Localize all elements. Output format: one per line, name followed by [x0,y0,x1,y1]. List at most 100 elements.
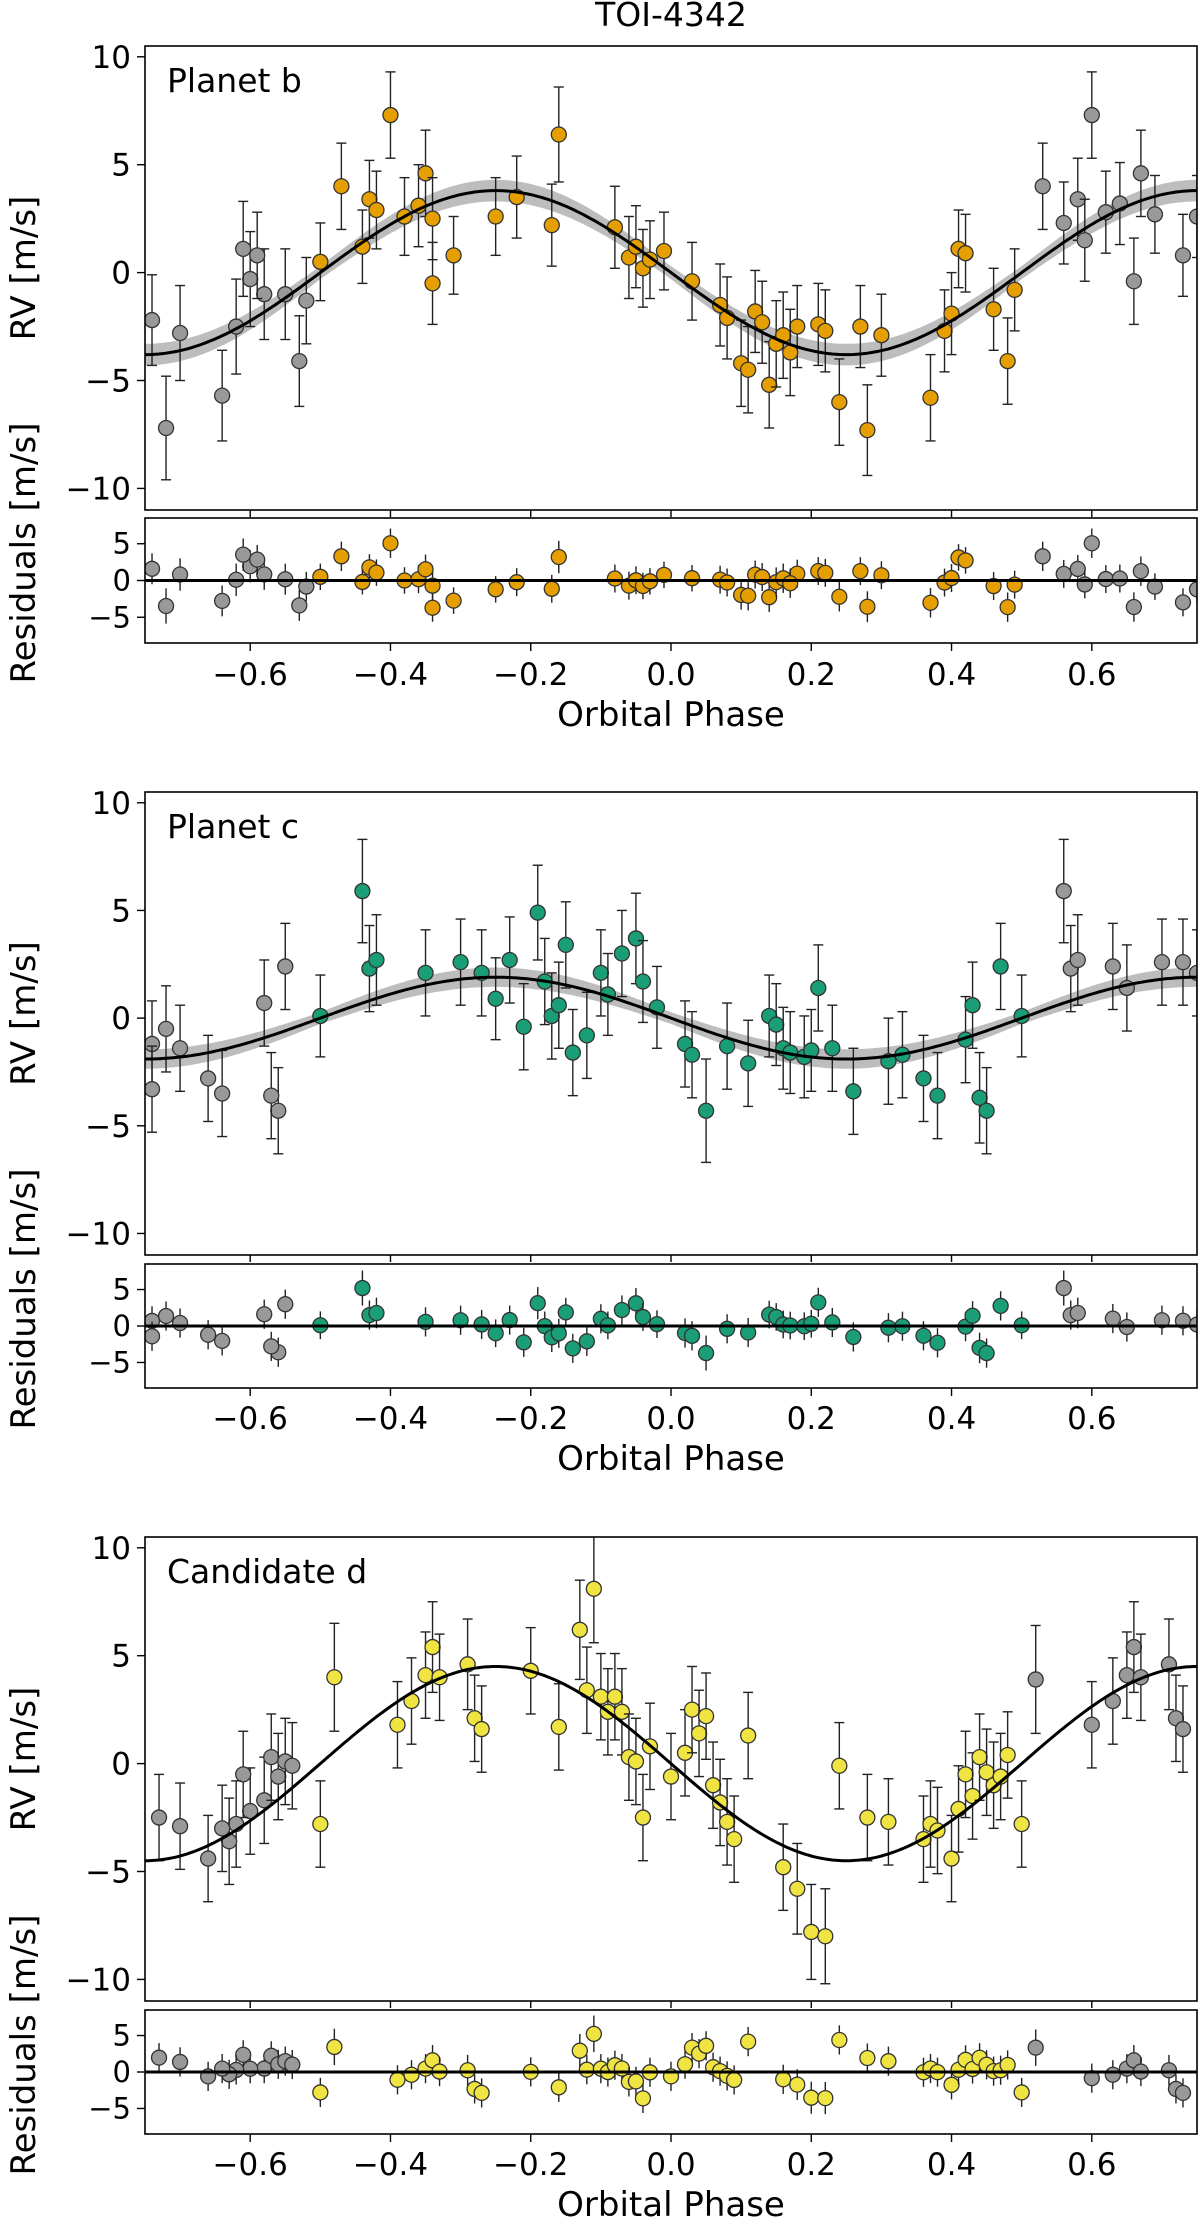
rv-point [697,1102,715,1119]
residual-point [1069,560,1086,578]
residual-point [291,597,308,614]
rv-point [1132,165,1150,182]
residual-point [284,2056,301,2073]
residual-point [964,1307,981,1324]
residual-point [213,592,231,610]
residual-point [333,548,350,565]
rv-point [1006,281,1023,299]
residual-point [389,2071,406,2088]
rv-point [859,1809,876,1826]
residual-point [929,1334,946,1351]
rv-point [1027,1671,1044,1688]
residual-point [578,1333,595,1350]
residual-point [852,563,869,580]
rv-point [831,1757,848,1774]
rv-point [817,322,834,340]
residual-point [1104,1310,1121,1327]
rv-point [627,930,645,947]
rv-point [929,1087,946,1104]
model-curve [145,1665,1197,1863]
residual-point [817,2089,834,2107]
rv-point [157,419,175,437]
residual-point [256,1306,273,1323]
residual-point [487,1325,504,1342]
rv-point [417,964,434,982]
residual-point [831,2031,848,2049]
rv-point [424,210,441,227]
rv-point [277,958,294,975]
rv-point [873,327,890,344]
residual-point [354,1279,371,1297]
residual-point [775,2071,792,2088]
residual-point [1104,2066,1121,2083]
x-tick-label: 0.4 [927,2147,976,2183]
residual-point [943,569,960,587]
residual-point [1083,535,1100,552]
x-tick-label: −0.4 [353,2147,428,2183]
residual-point [150,2049,168,2066]
rv-point [880,1813,897,1831]
rv-point [263,1748,280,1766]
rv-point [1069,951,1086,969]
rv-point [571,1621,588,1638]
rv-point [1146,206,1164,223]
residual-point [578,2061,595,2078]
rv-point [256,994,273,1012]
y-tick-label: −10 [66,471,131,507]
residual-point [978,1344,995,1362]
residual-point [1174,594,1192,611]
residual-point [817,564,834,582]
rv-points [150,1537,1192,1985]
y-tick-label: 0 [111,1747,131,1783]
y-tick-label: −5 [85,1109,131,1145]
rv-point [999,1746,1016,1764]
rv-point [150,1809,168,1826]
residual-point [992,1297,1009,1315]
residual-point [235,546,252,563]
residual-y-tick-label: −5 [88,600,131,634]
y-tick-label: 0 [111,256,131,292]
rv-point [501,951,518,969]
rv-point [1153,953,1171,971]
rv-point [312,1815,329,1833]
residual-point [718,1320,736,1337]
residual-point [606,570,624,587]
rv-point [739,1055,757,1072]
rv-point [326,1669,343,1686]
residual-points [145,528,1197,624]
residual-point [312,2084,329,2101]
residual-y-tick-label: 0 [113,1309,131,1343]
residual-point [999,598,1016,616]
rv-point [718,1813,736,1831]
rv-point [613,1703,631,1720]
x-tick-label: 0.0 [646,657,695,693]
rv-point [655,242,673,260]
rv-point [725,1830,743,1848]
x-tick-label: −0.4 [353,1401,428,1437]
rv-point [145,311,161,329]
rv-point [606,1688,624,1705]
x-tick-label: 0.4 [927,657,976,693]
rv-point [662,1768,680,1785]
rv-point [417,1666,434,1684]
residual-point [697,2037,715,2054]
x-axis-title: Orbital Phase [557,2185,785,2225]
residual-point [557,1304,574,1321]
residual-point [683,570,701,587]
residual-point [627,2073,645,2090]
residual-point [550,1325,567,1342]
residual-y-tick-label: 0 [113,2055,131,2089]
model-curve [145,189,1197,357]
residual-point [782,575,799,592]
y-tick-label: −10 [66,1216,131,1252]
rv-point [1125,273,1143,290]
residual-point [761,589,778,606]
residual-y-axis-title: Residuals [m/s] [4,423,44,684]
rv-point [775,1859,792,1876]
residual-point [683,1327,701,1344]
residual-point [985,577,1002,595]
y-tick-label: 10 [92,1531,131,1567]
